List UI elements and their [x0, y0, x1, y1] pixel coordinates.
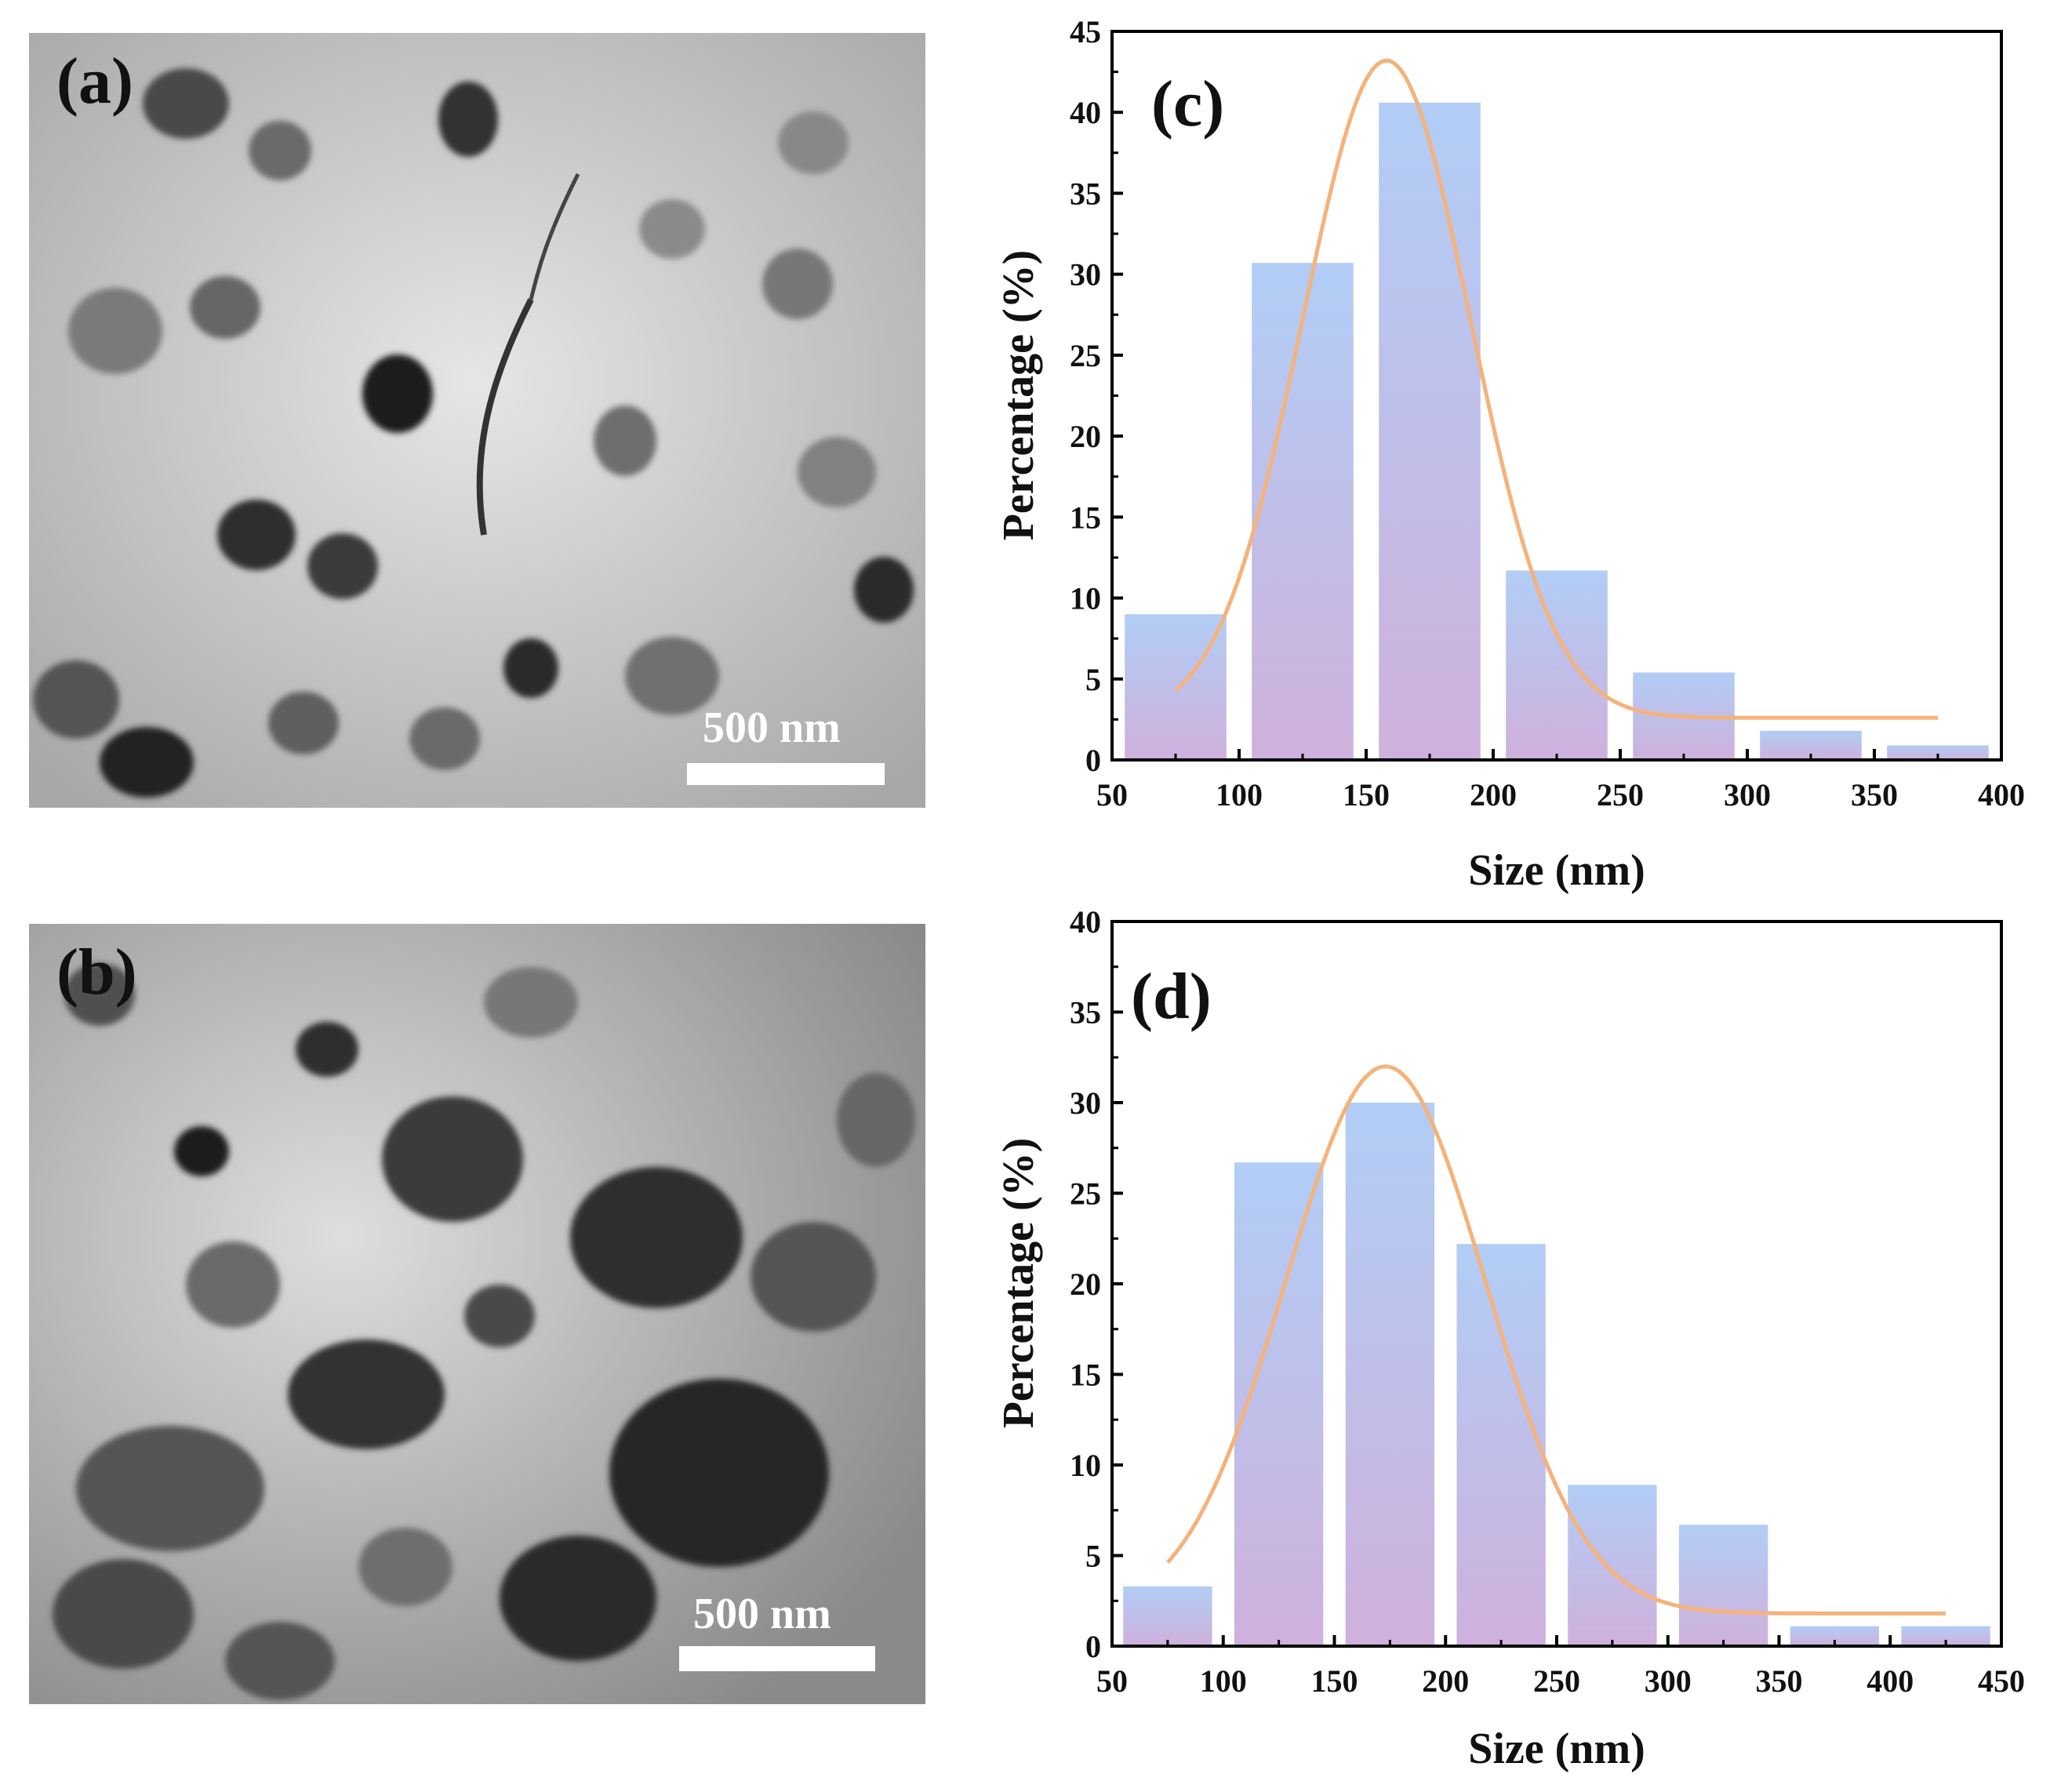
chart-c-xtick-label-3: 200 — [1470, 777, 1517, 812]
chart-c-xtick-label-0: 50 — [1096, 777, 1128, 812]
chart-d-xtick-label-8: 450 — [1978, 1663, 2025, 1699]
chart-c-xtick-label-2: 150 — [1343, 777, 1390, 812]
chart-d-bar-0 — [1123, 1586, 1212, 1646]
chart-c-bar-1 — [1252, 263, 1354, 760]
chart-d-xtick-label-5: 300 — [1645, 1663, 1692, 1699]
chart-d-xtick-label-0: 50 — [1096, 1663, 1128, 1699]
chart-c-ytick-label-4: 20 — [1070, 419, 1101, 454]
chart-d-ytick-label-3: 15 — [1070, 1358, 1101, 1393]
chart-d-ytick-label-2: 10 — [1070, 1448, 1101, 1483]
chart-d-xtick-label-7: 400 — [1866, 1663, 1914, 1699]
chart-d-bar-5 — [1678, 1525, 1768, 1646]
chart-c-ytick-label-8: 40 — [1070, 95, 1101, 130]
chart-c-bar-0 — [1125, 614, 1227, 760]
chart-d-ytick-label-0: 0 — [1085, 1629, 1101, 1664]
chart-c-panel-label: (c) — [1151, 67, 1224, 140]
chart-d-xtick-label-2: 150 — [1311, 1663, 1358, 1699]
chart-c-xtick-label-6: 350 — [1851, 777, 1898, 812]
chart-d-bar-2 — [1345, 1103, 1435, 1646]
chart-c-xtick-label-7: 400 — [1978, 777, 2025, 812]
chart-c-bar-3 — [1506, 570, 1608, 760]
scale-bar-a — [687, 763, 885, 785]
chart-d-bar-3 — [1456, 1244, 1546, 1646]
chart-c-xtick-label-1: 100 — [1216, 777, 1263, 812]
chart-c-ytick-label-5: 25 — [1070, 338, 1101, 373]
chart-c-xtick-label-4: 250 — [1597, 777, 1644, 812]
scale-bar-label-a: 500 nm — [703, 703, 841, 752]
chart-d-ytick-label-4: 20 — [1070, 1267, 1101, 1302]
chart-c-ytick-label-0: 0 — [1085, 743, 1101, 778]
histogram-chart-c: (c) Size (nm) Percentage (%) 0 5 10 15 20 25 3… — [994, 14, 2025, 895]
micrograph-a-image — [29, 33, 925, 808]
chart-d-ytick-label-5: 25 — [1070, 1176, 1101, 1212]
chart-c-bar-2 — [1379, 102, 1481, 760]
scale-bar-label-b: 500 nm — [693, 1590, 831, 1638]
chart-d-xtick-label-1: 100 — [1200, 1663, 1247, 1699]
chart-d-ylabel: Percentage (%) — [994, 1138, 1043, 1429]
chart-c-xlabel: Size (nm) — [1468, 846, 1645, 895]
chart-d-xtick-label-6: 350 — [1756, 1663, 1803, 1699]
chart-d-ytick-label-7: 35 — [1070, 995, 1101, 1030]
chart-d-bar-1 — [1234, 1162, 1324, 1646]
chart-c-bar-6 — [1887, 745, 1989, 760]
chart-d-xtick-label-4: 250 — [1533, 1663, 1580, 1699]
chart-d-xlabel: Size (nm) — [1468, 1725, 1645, 1773]
chart-c-ytick-label-3: 15 — [1070, 500, 1101, 535]
scale-bar-b — [679, 1646, 875, 1671]
chart-d-ytick-label-6: 30 — [1070, 1085, 1101, 1121]
micrograph-a — [29, 33, 925, 808]
chart-c-ytick-label-9: 45 — [1070, 14, 1101, 49]
chart-d-ytick-label-8: 40 — [1070, 904, 1101, 940]
micrograph-b-image — [29, 924, 925, 1704]
chart-c-ytick-label-1: 5 — [1085, 662, 1101, 697]
chart-d-bar-4 — [1568, 1485, 1657, 1646]
chart-c-fit-curve — [1174, 58, 1938, 720]
chart-d-panel-label: (d) — [1131, 960, 1212, 1033]
micrograph-b — [29, 924, 925, 1704]
chart-c-ylabel: Percentage (%) — [994, 250, 1043, 541]
panel-label-b: (b) — [56, 936, 137, 1009]
chart-c-ytick-label-6: 30 — [1070, 257, 1101, 293]
chart-c-ytick-label-2: 10 — [1070, 581, 1101, 616]
chart-d-fit-curve — [1166, 1064, 1946, 1616]
histogram-chart-d: (d) Size (nm) Percentage (%) 0 5 10 15 20 25 3… — [994, 904, 2025, 1773]
panel-label-a: (a) — [56, 45, 133, 118]
chart-c-xtick-label-5: 300 — [1724, 777, 1771, 812]
chart-d-xtick-label-3: 200 — [1422, 1663, 1469, 1699]
chart-c-ytick-label-7: 35 — [1070, 176, 1101, 211]
chart-d-ytick-label-1: 5 — [1085, 1539, 1101, 1574]
